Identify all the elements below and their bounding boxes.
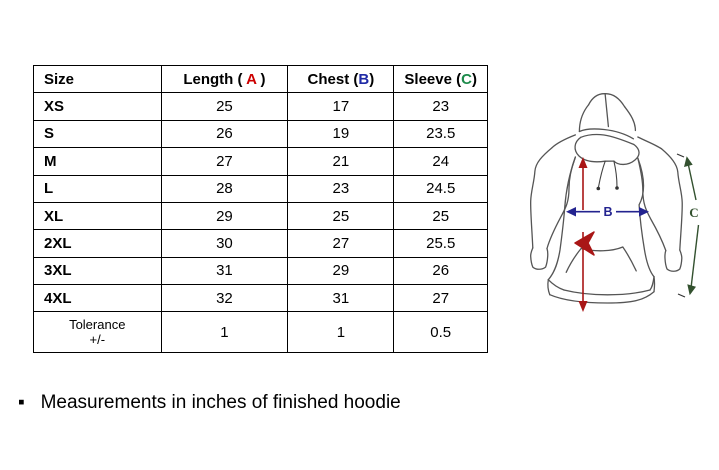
svg-text:C: C bbox=[689, 205, 698, 220]
svg-text:B: B bbox=[603, 205, 612, 219]
